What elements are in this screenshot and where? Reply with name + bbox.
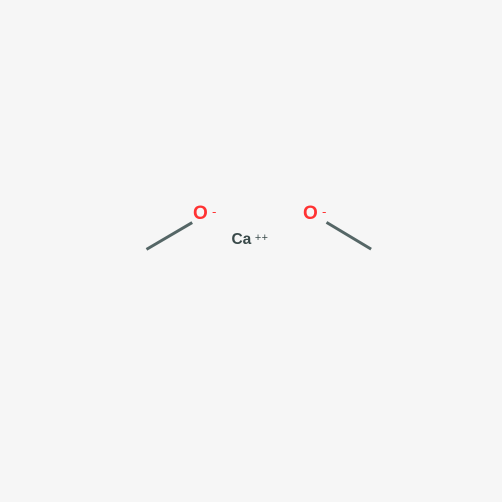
bond (146, 221, 193, 250)
atom-symbol: O (193, 203, 208, 224)
atom-symbol: O (303, 203, 318, 224)
atom-symbol: Ca (231, 231, 251, 248)
atom-charge: ++ (251, 232, 268, 244)
atom-o1: O - (193, 203, 217, 225)
bond (326, 221, 372, 250)
atom-ca: Ca ++ (231, 231, 268, 249)
atom-charge: - (318, 204, 327, 219)
molecule-canvas: O -O -Ca ++ (0, 0, 502, 502)
atom-charge: - (208, 204, 217, 219)
atom-o2: O - (303, 203, 327, 225)
